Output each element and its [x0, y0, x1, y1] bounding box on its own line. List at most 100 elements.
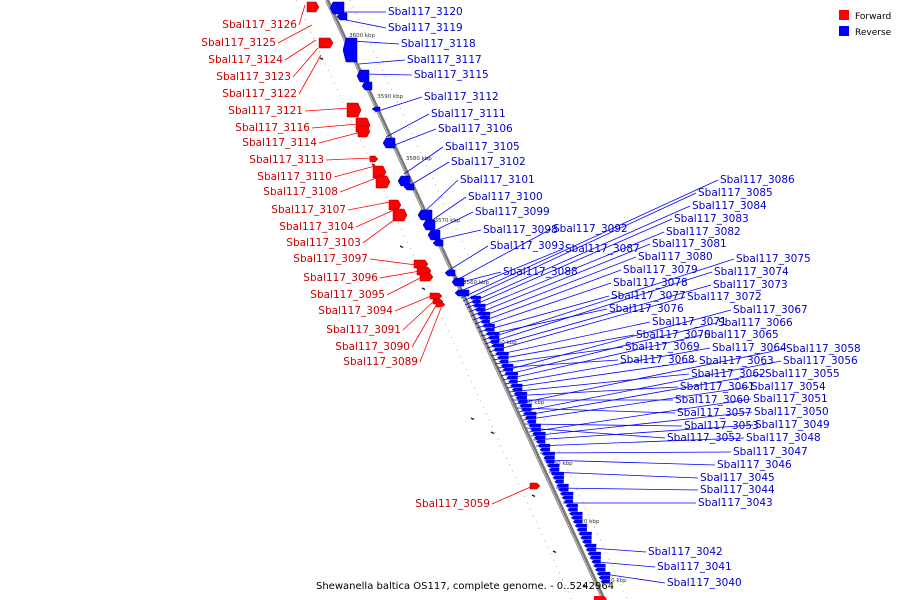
reverse-gene-label[interactable]: Sbal117_3075 [736, 253, 811, 265]
reverse-gene-label[interactable]: Sbal117_3068 [620, 354, 695, 366]
reverse-gene-label[interactable]: Sbal117_3051 [753, 393, 828, 405]
reverse-gene-label[interactable]: Sbal117_3044 [700, 484, 775, 496]
forward-gene-label[interactable]: Sbal117_3095 [310, 289, 385, 301]
reverse-gene-label[interactable]: Sbal117_3098 [483, 224, 558, 236]
reverse-gene-label[interactable]: Sbal117_3069 [625, 341, 700, 353]
reverse-gene-label[interactable]: Sbal117_3060 [675, 394, 750, 406]
reverse-gene-label[interactable]: Sbal117_3093 [490, 240, 565, 252]
reverse-gene-label[interactable]: Sbal117_3083 [674, 213, 749, 225]
reverse-gene-label[interactable]: Sbal117_3055 [765, 368, 840, 380]
reverse-gene-label[interactable]: Sbal117_3045 [700, 472, 775, 484]
reverse-gene-label[interactable]: Sbal117_3078 [613, 277, 688, 289]
reverse-gene-label[interactable]: Sbal117_3100 [468, 191, 543, 203]
reverse-gene-label[interactable]: Sbal117_3081 [652, 238, 727, 250]
forward-gene-label[interactable]: Sbal117_3107 [271, 204, 346, 216]
forward-gene-label[interactable]: Sbal117_3123 [216, 71, 291, 83]
reverse-gene-label[interactable]: Sbal117_3072 [687, 291, 762, 303]
forward-gene-label[interactable]: Sbal117_3116 [235, 122, 310, 134]
reverse-leader-line [472, 256, 637, 321]
reverse-gene-label[interactable]: Sbal117_3102 [451, 156, 526, 168]
reverse-leader-line [422, 179, 459, 214]
forward-gene-label[interactable]: Sbal117_3091 [326, 324, 401, 336]
reverse-gene-label[interactable]: Sbal117_3120 [388, 6, 463, 18]
reverse-gene-label[interactable]: Sbal117_3088 [503, 266, 578, 278]
forward-gene-label[interactable]: Sbal117_3094 [318, 305, 393, 317]
forward-gene-label[interactable]: Sbal117_3122 [222, 88, 297, 100]
reverse-gene-label[interactable]: Sbal117_3048 [746, 432, 821, 444]
reverse-gene-label[interactable]: Sbal117_3080 [638, 251, 713, 263]
reverse-gene-block [422, 219, 436, 231]
reverse-gene-label[interactable]: Sbal117_3099 [475, 206, 550, 218]
reverse-gene-label[interactable]: Sbal117_3085 [698, 187, 773, 199]
reverse-gene-label[interactable]: Sbal117_3067 [733, 304, 808, 316]
forward-gene-label[interactable]: Sbal117_3108 [263, 186, 338, 198]
reverse-gene-label[interactable]: Sbal117_3062 [691, 368, 766, 380]
reverse-gene-label[interactable]: Sbal117_3092 [553, 223, 628, 235]
gene-mark [470, 417, 475, 421]
reverse-gene-label[interactable]: Sbal117_3046 [717, 459, 792, 471]
forward-gene-label[interactable]: Sbal117_3103 [286, 237, 361, 249]
reverse-gene-label[interactable]: Sbal117_3079 [623, 264, 698, 276]
reverse-gene-label[interactable]: Sbal117_3082 [666, 226, 741, 238]
reverse-gene-label[interactable]: Sbal117_3057 [677, 407, 752, 419]
reverse-gene-label[interactable]: Sbal117_3119 [388, 22, 463, 34]
reverse-gene-label[interactable]: Sbal117_3053 [684, 420, 759, 432]
reverse-gene-label[interactable]: Sbal117_3115 [414, 69, 489, 81]
forward-gene-label[interactable]: Sbal117_3059 [415, 498, 490, 510]
reverse-gene-label[interactable]: Sbal117_3043 [698, 497, 773, 509]
reverse-gene-label[interactable]: Sbal117_3065 [704, 329, 779, 341]
reverse-gene-label[interactable]: Sbal117_3040 [667, 577, 742, 589]
reverse-gene-label[interactable]: Sbal117_3084 [692, 200, 767, 212]
reverse-gene-label[interactable]: Sbal117_3066 [718, 317, 793, 329]
forward-gene-label[interactable]: Sbal117_3090 [335, 341, 410, 353]
reverse-leader-line [351, 40, 400, 45]
reverse-gene-block [541, 451, 555, 456]
reverse-gene-label[interactable]: Sbal117_3063 [699, 355, 774, 367]
reverse-leader-line [596, 561, 656, 568]
reverse-gene-label[interactable]: Sbal117_3087 [565, 243, 640, 255]
reverse-gene-label[interactable]: Sbal117_3058 [786, 343, 861, 355]
reverse-gene-label[interactable]: Sbal117_3111 [431, 108, 506, 120]
reverse-gene-label[interactable]: Sbal117_3076 [609, 303, 684, 315]
reverse-gene-label[interactable]: Sbal117_3042 [648, 546, 723, 558]
forward-gene-label[interactable]: Sbal117_3113 [249, 154, 324, 166]
reverse-leader-line [555, 487, 699, 491]
reverse-leader-line [476, 282, 612, 329]
reverse-gene-label[interactable]: Sbal117_3105 [445, 141, 520, 153]
forward-gene-label[interactable]: Sbal117_3114 [242, 137, 317, 149]
forward-leader-line [298, 4, 306, 26]
forward-gene-label[interactable]: Sbal117_3089 [343, 356, 418, 368]
reverse-gene-label[interactable]: Sbal117_3061 [680, 381, 755, 393]
forward-gene-label[interactable]: Sbal117_3097 [293, 253, 368, 265]
forward-gene-block [413, 259, 429, 269]
reverse-gene-label[interactable]: Sbal117_3050 [754, 406, 829, 418]
reverse-gene-label[interactable]: Sbal117_3056 [783, 355, 858, 367]
reverse-gene-label[interactable]: Sbal117_3117 [407, 54, 482, 66]
forward-gene-label[interactable]: Sbal117_3121 [228, 105, 303, 117]
forward-gene-label[interactable]: Sbal117_3126 [222, 19, 297, 31]
forward-leader-line [369, 258, 417, 266]
reverse-gene-label[interactable]: Sbal117_3118 [401, 38, 476, 50]
reverse-gene-label[interactable]: Sbal117_3071 [652, 316, 727, 328]
reverse-gene-block [519, 403, 532, 408]
reverse-gene-label[interactable]: Sbal117_3106 [438, 123, 513, 135]
reverse-gene-label[interactable]: Sbal117_3041 [657, 561, 732, 573]
forward-gene-label[interactable]: Sbal117_3110 [257, 171, 332, 183]
reverse-gene-label[interactable]: Sbal117_3101 [460, 174, 535, 186]
reverse-gene-label[interactable]: Sbal117_3052 [667, 432, 742, 444]
forward-gene-label[interactable]: Sbal117_3104 [279, 221, 354, 233]
forward-leader-line [333, 165, 376, 178]
reverse-gene-label[interactable]: Sbal117_3086 [720, 174, 795, 186]
reverse-gene-label[interactable]: Sbal117_3070 [636, 329, 711, 341]
forward-gene-label[interactable]: Sbal117_3096 [303, 272, 378, 284]
reverse-gene-label[interactable]: Sbal117_3077 [611, 290, 686, 302]
reverse-gene-label[interactable]: Sbal117_3074 [714, 266, 789, 278]
reverse-gene-label[interactable]: Sbal117_3049 [755, 419, 830, 431]
reverse-gene-label[interactable]: Sbal117_3073 [713, 279, 788, 291]
forward-gene-label[interactable]: Sbal117_3124 [208, 54, 283, 66]
reverse-gene-label[interactable]: Sbal117_3054 [751, 381, 826, 393]
forward-gene-label[interactable]: Sbal117_3125 [201, 37, 276, 49]
reverse-gene-label[interactable]: Sbal117_3064 [712, 342, 787, 354]
reverse-gene-label[interactable]: Sbal117_3047 [733, 446, 808, 458]
reverse-gene-label[interactable]: Sbal117_3112 [424, 91, 499, 103]
